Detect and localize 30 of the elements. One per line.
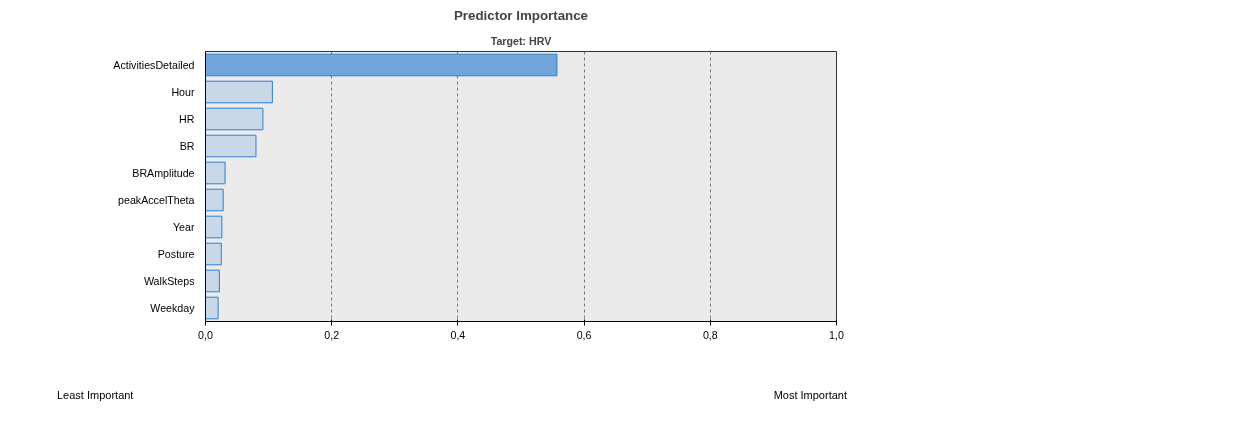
- y-tick-label: HR: [179, 113, 195, 125]
- bar: [205, 161, 226, 185]
- x-tick-label: 1,0: [829, 328, 844, 341]
- bar: [205, 80, 273, 104]
- x-tick-label: 0,0: [198, 328, 213, 341]
- y-tick-label: WalkSteps: [143, 275, 195, 287]
- y-tick-label: peakAccelTheta: [118, 194, 195, 206]
- bar: [205, 296, 219, 320]
- bar: [205, 269, 220, 293]
- x-tick-label: 0,6: [576, 328, 592, 341]
- bar: [205, 188, 224, 212]
- text: Least Important: [56, 388, 135, 403]
- chart-subtitle: Target: HRV: [490, 34, 553, 47]
- x-tick-label: 0,4: [450, 328, 466, 341]
- y-tick-label: ActivitiesDetailed: [113, 59, 195, 71]
- y-tick-label: BRAmplitude: [132, 167, 195, 179]
- x-tick-label: 0,2: [324, 328, 340, 341]
- x-tick-label: 0,8: [702, 328, 718, 341]
- y-tick-label: Hour: [171, 86, 195, 98]
- chart-title: Predictor Importance: [453, 7, 589, 23]
- text: Most Important: [772, 388, 847, 403]
- bar: [205, 215, 223, 239]
- bar: [205, 53, 558, 77]
- y-tick-label: Year: [172, 221, 195, 233]
- y-tick-label: Posture: [157, 248, 195, 260]
- bar: [205, 107, 264, 131]
- bar: [205, 242, 222, 266]
- y-tick-label: Weekday: [150, 302, 196, 314]
- y-tick-label: BR: [179, 140, 195, 152]
- bar: [205, 134, 257, 158]
